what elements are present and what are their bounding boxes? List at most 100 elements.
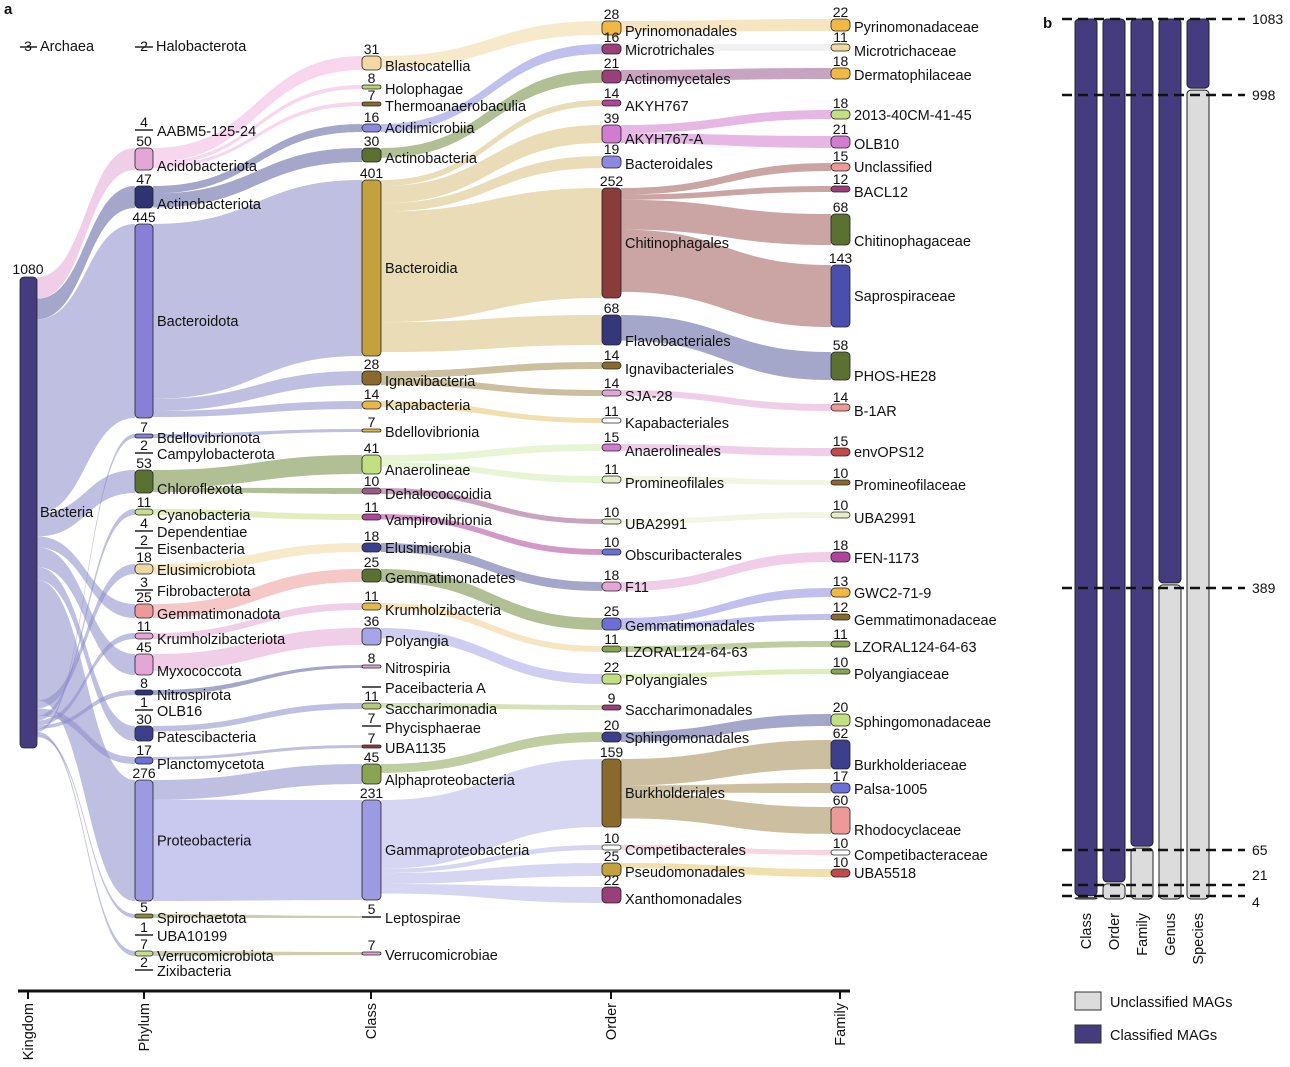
count-phylum-acidobacteriota: 50 [136,133,152,149]
count-order-lzoral124-64-63: 11 [604,631,619,647]
count-phylum-verrucomicrobiota: 7 [140,936,148,952]
flow-akyh767-a-to-2013-40cm-41-45 [621,110,831,134]
column-label-family: Family [1135,912,1151,955]
label-phylum-verrucomicrobiota: Verrucomicrobiota [157,949,275,965]
node-family-uba5518 [830,868,851,878]
node-class-bacteroidia [361,179,382,357]
ref-label-65: 65 [1252,842,1268,858]
count-phylum-gemmatimonadota: 25 [136,589,152,605]
node-order-kapabacteriales [601,417,622,424]
count-family-unclassified: 15 [833,148,849,164]
flow-bacteria-to-verrucomicrobiota [37,731,135,956]
node-phylum-verrucomicrobiota [134,950,154,957]
node-phylum-chloroflexota [134,469,154,494]
node-order-xanthomonadales [601,886,622,904]
count-family-fen-1173: 18 [833,537,849,553]
node-phylum-spirochaetota [134,913,154,919]
count-phylum-bdellovibrionota: 7 [140,419,148,435]
panel-a-label: a [4,1,13,18]
label-phylum-eisenbacteria: Eisenbacteria [157,542,246,558]
legend-label-classified: Classified MAGs [1110,1028,1217,1044]
label-phylum-cyanobacteria: Cyanobacteria [157,508,251,524]
label-family-competibacteraceae: Competibacteraceae [854,848,988,864]
flow-bacteroidota-to-ignavibacteria [153,371,362,412]
count-order-akyh767-a: 39 [604,110,620,126]
node-family-b-1ar [830,403,851,412]
node-class-alphaproteobacteria [361,763,382,785]
count-kingdom-archaea: 3 [24,38,32,54]
count-order-microtrichales: 16 [604,29,620,45]
count-phylum-myxococcota: 45 [136,639,152,655]
flow-blastocatellia-to-pyrinomonadales [381,21,602,69]
count-class-uba1135: 7 [368,730,376,746]
label-order-uba2991: UBA2991 [625,517,687,533]
count-family-2013-40cm-41-45: 18 [833,95,849,111]
count-kingdom-bacteria: 1080 [12,261,43,277]
node-order-gemmatimonadales [601,617,622,631]
node-order-actinomycetales [601,69,622,84]
node-class-bdellovibrionia [361,428,382,433]
count-phylum-aabm5-125-24: 4 [140,114,148,130]
node-order-anaerolineales [601,443,622,452]
node-order-sphingomonadales [601,731,622,743]
node-class-acidimicrobiia [361,123,382,133]
flow-chitinophagales-to-saprospiraceae [621,229,831,327]
flow-elusimicrobiota-to-elusimicrobia [153,543,362,574]
node-order-akyh767-a [601,124,622,144]
count-family-olb10: 21 [833,121,849,137]
flow-chitinophagales-to-chitinophagaceae [621,199,831,245]
node-class-krumholzibacteria [361,602,382,611]
flow-f11-to-fen-1173 [621,552,831,591]
flow-burkholderiales-to-burkholderiaceae [621,740,831,786]
count-family-microtrichaceae: 11 [833,29,848,45]
count-order-flavobacteriales: 68 [604,300,620,316]
count-class-kapabacteria: 14 [364,386,380,402]
label-order-sphingomonadales: Sphingomonadales [625,731,749,747]
label-family-saprospiraceae: Saprospiraceae [854,289,956,305]
ref-label-4: 4 [1252,894,1260,910]
column-label-class: Class [1079,913,1095,949]
flow-bacteroidia-to-akyh767 [381,100,602,187]
count-family-uba2991: 10 [833,497,849,513]
node-order-chitinophagales [601,187,622,299]
count-order-saccharimonadales: 9 [608,690,616,706]
flow-kapabacteria-to-kapabacteriales [381,401,602,423]
label-phylum-olb16: OLB16 [157,704,202,720]
node-order-polyangiales [601,673,622,685]
node-order-ignavibacteriales [601,361,622,370]
label-family-polyangiaceae: Polyangiaceae [854,667,949,683]
node-phylum-bacteroidota [134,223,154,419]
label-order-burkholderiales: Burkholderiales [625,786,725,802]
label-class-krumholzibacteria: Krumholzibacteria [385,603,502,619]
count-family-burkholderiaceae: 62 [833,725,849,741]
label-phylum-myxococcota: Myxococcota [157,664,243,680]
count-class-verrucomicrobiae: 7 [368,937,376,953]
flow-bacteroidia-to-bacteroidales [381,156,602,212]
flow-krumholzibacteria-to-lzoral124-64-63 [381,603,602,652]
node-class-actinobacteria [361,147,382,163]
count-class-phycisphaerae: 7 [368,710,376,726]
count-order-pyrinomonadales: 28 [604,6,620,22]
node-order-burkholderiales [601,758,622,828]
node-family-phos-he28 [830,351,851,381]
count-class-saccharimonadia: 11 [364,688,379,704]
bar-unclassified-genus [1158,584,1182,900]
node-family-olb10 [830,135,851,149]
node-phylum-nitrospirota [134,689,154,696]
node-class-anaerolineae [361,454,382,475]
column-label-order: Order [1107,913,1123,950]
count-family-envops12: 15 [833,433,849,449]
label-family-2013-40cm-41-45: 2013-40CM-41-45 [854,108,972,124]
count-phylum-chloroflexota: 53 [136,455,152,471]
label-order-lzoral124-64-63: LZORAL124-64-63 [625,645,748,661]
label-order-saccharimonadales: Saccharimonadales [625,703,752,719]
ref-label-389: 389 [1252,580,1276,596]
node-family-rhodocyclaceae [830,806,851,835]
count-phylum-cyanobacteria: 11 [137,494,152,510]
label-order-pseudomonadales: Pseudomonadales [625,865,745,881]
panel-b-label: b [1043,15,1052,32]
flow-competibacterales-to-competibacteraceae [621,845,831,855]
node-class-blastocatellia [361,55,382,71]
flow-bacteroidia-to-chitinophagales [381,188,602,323]
